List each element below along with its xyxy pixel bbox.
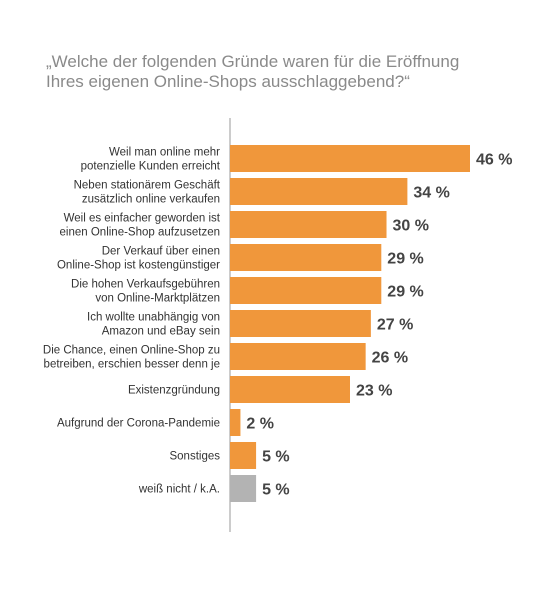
bar-1 (230, 145, 470, 172)
category-label-2-line-1: Neben stationärem Geschäft (74, 180, 221, 192)
category-label-3-line-1: Weil es einfacher geworden ist (64, 213, 221, 225)
value-label-5: 29 % (387, 284, 423, 301)
value-label-2: 34 % (413, 185, 449, 202)
bar-6 (230, 310, 371, 337)
chart-title: „Welche der folgenden Gründe waren für d… (46, 52, 526, 92)
bar-8 (230, 376, 350, 403)
category-label-5-line-2: von Online-Marktplätzen (95, 293, 220, 305)
category-label-3: Weil es einfacher geworden ist einen Onli… (60, 213, 221, 239)
bar-4 (230, 244, 382, 271)
value-label-6: 27 % (377, 317, 413, 334)
bar-3 (230, 211, 387, 238)
value-label-10: 5 % (262, 449, 290, 466)
category-label-4-line-2: Online-Shop ist kostengünstiger (57, 260, 220, 272)
bar-5 (230, 277, 382, 304)
category-label-2: Neben stationärem Geschäft zusätzlich onl… (74, 180, 221, 206)
bar-11 (230, 475, 257, 502)
category-label-4-line-1: Der Verkauf über einen (102, 246, 220, 258)
category-label-3-line-2: einen Online-Shop aufzusetzen (60, 227, 220, 239)
bar-9 (230, 409, 241, 436)
category-label-11: weiß nicht / k.A. (138, 484, 220, 496)
category-label-1-line-1: Weil man online mehr (109, 147, 220, 159)
category-label-2-line-2: zusätzlich online verkaufen (82, 194, 220, 206)
category-label-4: Der Verkauf über einen Online-Shop ist ko… (57, 246, 220, 272)
category-label-6-line-2: Amazon und eBay sein (102, 326, 220, 338)
bar-10 (230, 442, 257, 469)
value-label-11: 5 % (262, 482, 290, 499)
value-label-8: 23 % (356, 383, 392, 400)
category-label-6-line-1: Ich wollte unabhängig von (87, 312, 220, 324)
category-label-10: Sonstiges (169, 451, 220, 463)
value-label-4: 29 % (387, 251, 423, 268)
category-label-6: Ich wollte unabhängig von Amazon und eBay… (87, 312, 220, 338)
category-label-8-line-1: Existenzgründung (128, 385, 220, 397)
value-label-7: 26 % (372, 350, 408, 367)
category-label-7-line-2: betreiben, erschien besser denn je (44, 359, 220, 371)
chart-title-line-1: „Welche der folgenden Gründe waren für d… (46, 52, 460, 71)
category-label-9-line-1: Aufgrund der Corona-Pandemie (57, 418, 220, 430)
category-label-9: Aufgrund der Corona-Pandemie (57, 418, 220, 430)
value-label-3: 30 % (393, 218, 429, 235)
value-label-9: 2 % (246, 416, 274, 433)
category-label-1: Weil man online mehr potenzielle Kunden e… (81, 147, 221, 173)
chart-title-line-2: Ihres eigenen Online-Shops ausschlaggebe… (46, 72, 410, 91)
bar-2 (230, 178, 408, 205)
bar-7 (230, 343, 366, 370)
category-label-7: Die Chance, einen Online-Shop zu betreibe… (43, 345, 220, 371)
value-label-1: 46 % (476, 152, 512, 169)
category-label-10-line-1: Sonstiges (169, 451, 220, 463)
category-label-1-line-2: potenzielle Kunden erreicht (81, 161, 221, 173)
category-label-5-line-1: Die hohen Verkaufsgebühren (71, 279, 220, 291)
category-label-8: Existenzgründung (128, 385, 220, 397)
category-label-11-line-1: weiß nicht / k.A. (138, 484, 220, 496)
category-label-7-line-1: Die Chance, einen Online-Shop zu (43, 345, 220, 357)
category-label-5: Die hohen Verkaufsgebühren von Online-Mar… (71, 279, 220, 305)
